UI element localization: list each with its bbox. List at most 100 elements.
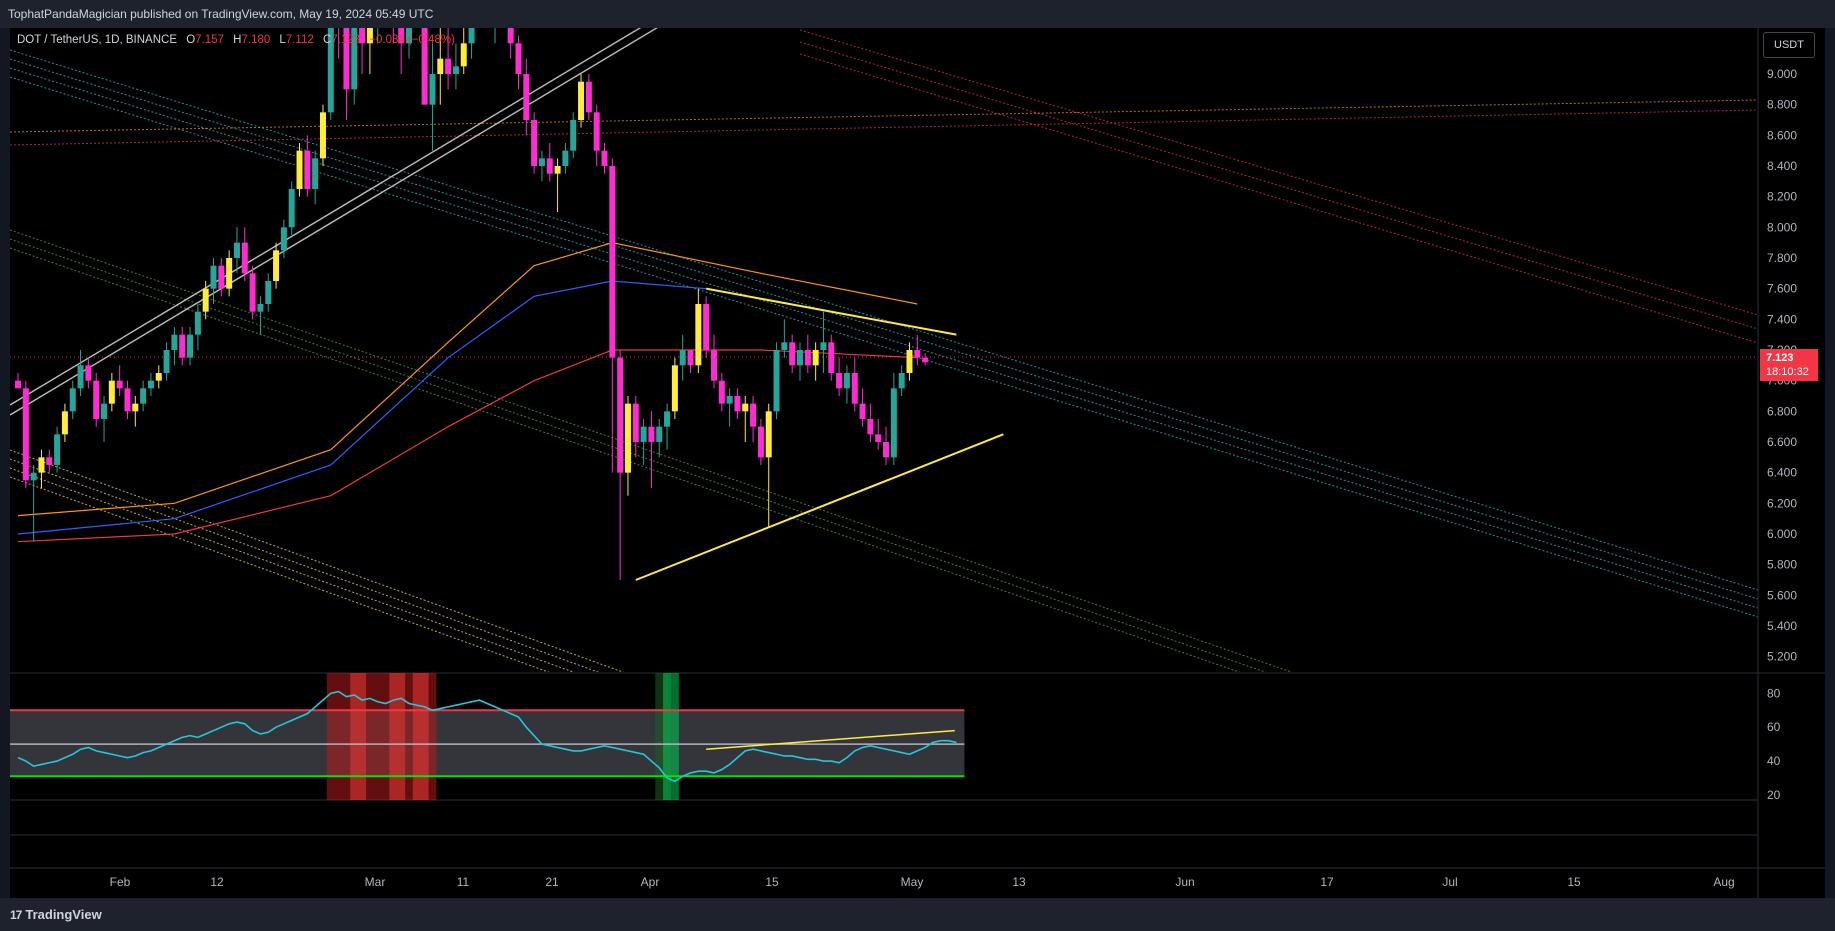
candle bbox=[523, 58, 530, 136]
price-tick-label: 6.600 bbox=[1767, 435, 1797, 449]
price-pane bbox=[10, 0, 1758, 672]
candle bbox=[750, 396, 757, 442]
candle-body bbox=[241, 242, 248, 274]
candle-body bbox=[804, 350, 811, 366]
time-tick-label: 17 bbox=[1320, 875, 1334, 889]
candle bbox=[617, 350, 624, 580]
rsi-overbought-zone bbox=[412, 673, 429, 800]
candle bbox=[703, 296, 710, 358]
candle-body bbox=[922, 357, 929, 363]
candle bbox=[77, 350, 84, 396]
candle-body bbox=[538, 158, 545, 166]
candle bbox=[734, 388, 741, 419]
candle bbox=[922, 353, 929, 366]
candle bbox=[429, 43, 436, 151]
tradingview-logo[interactable]: 17 TradingView bbox=[10, 907, 102, 922]
candle-body bbox=[375, 0, 381, 13]
ema-red-line bbox=[17, 349, 918, 543]
candle bbox=[906, 342, 913, 381]
candle bbox=[914, 334, 921, 366]
rsi-pane bbox=[10, 673, 965, 800]
candle-body bbox=[54, 434, 61, 465]
candle-body bbox=[797, 350, 803, 366]
time-tick-label: Mar bbox=[365, 875, 386, 889]
currency-badge[interactable]: USDT bbox=[1763, 32, 1815, 58]
time-tick-label: 21 bbox=[545, 875, 559, 889]
candle bbox=[781, 319, 788, 358]
candle bbox=[890, 373, 897, 465]
candle bbox=[710, 334, 717, 389]
candle-body bbox=[218, 265, 225, 289]
price-tick-label: 8.400 bbox=[1767, 159, 1797, 173]
candle-body bbox=[69, 388, 76, 412]
candle-body bbox=[875, 434, 882, 442]
price-tick-label: 7.800 bbox=[1767, 251, 1797, 265]
time-tick-label: 15 bbox=[765, 875, 779, 889]
price-tick-label: 5.400 bbox=[1767, 619, 1797, 633]
candle-body bbox=[859, 403, 866, 419]
candle-body bbox=[562, 150, 569, 166]
candle-body bbox=[750, 403, 757, 427]
candle bbox=[640, 419, 647, 465]
candle bbox=[398, 28, 405, 74]
candle bbox=[494, 28, 496, 44]
candle bbox=[61, 403, 68, 442]
candle bbox=[187, 327, 194, 366]
candle bbox=[656, 419, 663, 458]
time-tick-label: 15 bbox=[1567, 875, 1581, 889]
candle-body bbox=[61, 411, 68, 435]
price-plot-area bbox=[10, 0, 1758, 672]
candle-body bbox=[398, 28, 405, 44]
time-tick-label: Aug bbox=[1713, 875, 1734, 889]
trend-channel-green bbox=[10, 247, 1301, 672]
candle bbox=[875, 419, 882, 450]
candle-body bbox=[906, 350, 913, 373]
candle-body bbox=[789, 342, 796, 366]
candle bbox=[69, 380, 76, 419]
candle bbox=[22, 380, 29, 488]
candle-body bbox=[507, 28, 514, 44]
candle bbox=[163, 342, 170, 381]
candle bbox=[679, 334, 686, 381]
candle-body bbox=[757, 426, 764, 458]
low-value: 7.112 bbox=[285, 34, 314, 46]
candle bbox=[664, 403, 671, 450]
open-label: O bbox=[186, 34, 196, 46]
candle-body bbox=[30, 472, 37, 481]
tradingview-logo-icon: 17 bbox=[10, 908, 22, 922]
price-tick-label: 8.200 bbox=[1767, 190, 1797, 204]
candle-body bbox=[414, 0, 420, 5]
symbol-name[interactable]: DOT / TetherUS, 1D, BINANCE bbox=[17, 34, 177, 46]
candle-body bbox=[210, 265, 217, 289]
candle bbox=[85, 357, 92, 389]
publisher-line: TophatPandaMagician published on Trading… bbox=[8, 7, 434, 21]
rsi-trendline bbox=[706, 729, 955, 750]
candle bbox=[280, 219, 287, 258]
close-value: 7.123 bbox=[331, 34, 361, 46]
trend-channel-cyan bbox=[10, 49, 1758, 591]
rsi-tick-label: 60 bbox=[1767, 720, 1781, 734]
candle bbox=[765, 403, 772, 527]
price-tick-label: 7.400 bbox=[1767, 312, 1797, 326]
candle-body bbox=[664, 411, 671, 427]
triangle-upper-trendline bbox=[705, 287, 957, 336]
candle-body bbox=[132, 403, 139, 412]
candle bbox=[54, 426, 61, 473]
candle-body bbox=[679, 350, 686, 366]
candle bbox=[249, 265, 256, 320]
trend-channel-red bbox=[799, 41, 1758, 330]
trend-channel-green bbox=[10, 238, 1301, 672]
change-value: −0.034 (−0.48%) bbox=[369, 34, 455, 46]
candle-body bbox=[601, 150, 608, 166]
time-tick-label: May bbox=[901, 875, 924, 889]
candle-body bbox=[327, 28, 334, 113]
price-tick-label: 5.800 bbox=[1767, 558, 1797, 572]
candle bbox=[226, 250, 233, 297]
time-tick-label: 13 bbox=[1012, 875, 1026, 889]
candle bbox=[585, 74, 592, 120]
candle-body bbox=[460, 43, 467, 67]
candle-body bbox=[867, 419, 874, 435]
candle-body bbox=[765, 411, 772, 458]
candle bbox=[202, 281, 209, 320]
